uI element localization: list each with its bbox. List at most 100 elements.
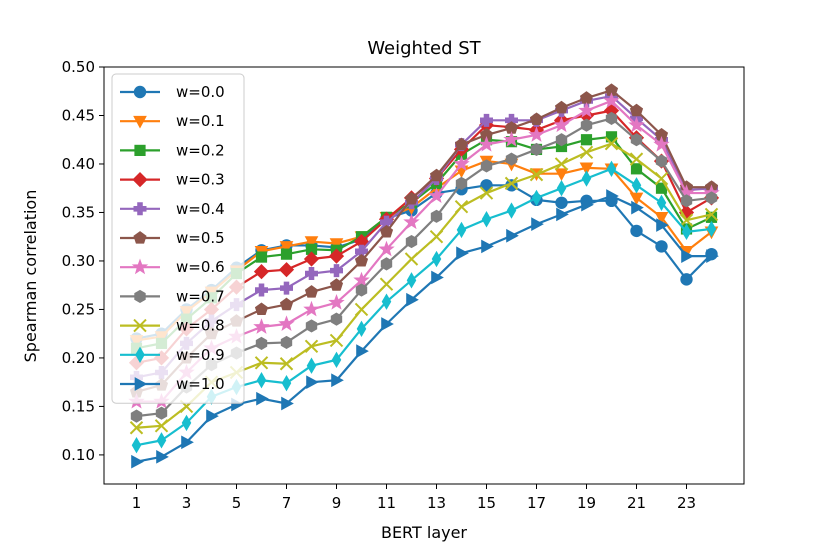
y-axis: 0.10 0.15 0.20 0.25 0.30 0.35 0.40 0.45 0.50 [62, 58, 104, 464]
data-point [403, 213, 420, 230]
data-point [579, 162, 594, 176]
legend-label: w=1.0 [176, 375, 225, 393]
data-point [330, 264, 343, 278]
data-point [630, 163, 643, 175]
data-point [329, 278, 344, 291]
legend-label: w=0.4 [176, 200, 225, 218]
x-tick-label: 19 [577, 494, 596, 512]
data-point [305, 267, 318, 281]
data-point [431, 250, 442, 268]
data-point [154, 419, 169, 433]
data-point [531, 217, 544, 231]
legend-item: w=0.6 [120, 258, 225, 276]
data-point [329, 333, 344, 348]
data-point [606, 189, 619, 203]
data-point [581, 197, 594, 212]
data-point [431, 270, 444, 285]
data-point [653, 135, 670, 152]
data-point [528, 126, 545, 142]
legend-label: w=0.3 [176, 171, 225, 189]
x-tick-label: 21 [627, 494, 646, 512]
data-point [406, 292, 419, 307]
data-point [603, 92, 620, 108]
legend-item: w=0.9 [120, 346, 225, 364]
x-tick-label: 15 [477, 494, 496, 512]
data-point [680, 273, 693, 286]
data-point [181, 414, 192, 432]
legend-item: w=0.7 [120, 287, 225, 305]
x-axis-title: BERT layer [381, 523, 467, 542]
y-tick-label: 0.10 [62, 446, 95, 464]
data-point [331, 351, 342, 369]
data-point [654, 171, 669, 186]
data-point [131, 454, 144, 469]
data-point [605, 111, 618, 125]
data-point [303, 251, 320, 267]
legend-item: w=0.2 [120, 141, 225, 159]
series-w=1.0 [131, 189, 719, 469]
data-point [329, 238, 344, 251]
data-point [303, 300, 320, 317]
data-point [133, 85, 147, 99]
data-point [134, 377, 148, 391]
data-point [453, 155, 470, 171]
series-w=0.6 [128, 92, 720, 409]
data-point [379, 224, 394, 238]
data-point [704, 207, 719, 222]
data-point [280, 335, 293, 349]
data-point [381, 317, 394, 331]
data-point [579, 145, 594, 160]
legend-label: w=0.7 [176, 287, 225, 305]
data-point [629, 103, 644, 117]
y-tick-label: 0.45 [62, 106, 95, 124]
data-point [355, 283, 368, 297]
data-point [505, 152, 518, 166]
data-point [430, 209, 443, 223]
x-tick-label: 23 [677, 494, 696, 512]
data-point [631, 200, 644, 215]
data-point [481, 211, 492, 228]
y-tick-label: 0.35 [62, 203, 95, 221]
data-point [256, 372, 267, 389]
data-point [130, 409, 143, 423]
data-point [706, 249, 719, 263]
legend-label: w=0.5 [176, 229, 225, 247]
y-axis-title: Spearman correlation [21, 190, 40, 363]
data-point [680, 194, 693, 208]
x-tick-label: 11 [377, 494, 396, 512]
legend-label: w=0.9 [176, 346, 225, 364]
data-point [631, 177, 642, 194]
y-tick-label: 0.20 [62, 349, 95, 367]
data-point [156, 432, 167, 449]
data-point [579, 91, 594, 104]
y-tick-label: 0.25 [62, 300, 95, 318]
x-tick-label: 1 [132, 494, 142, 512]
data-point [255, 283, 268, 297]
data-point [304, 339, 319, 354]
data-point [630, 133, 643, 147]
data-point [656, 218, 669, 232]
data-point [133, 202, 147, 216]
data-point [306, 357, 317, 374]
data-point [554, 157, 569, 171]
data-point [655, 154, 668, 168]
data-point [304, 236, 319, 249]
data-point [605, 131, 618, 143]
legend-item: w=0.0 [120, 83, 225, 101]
data-point [554, 168, 569, 182]
data-point [155, 406, 168, 420]
legend-item: w=0.8 [120, 317, 225, 335]
data-point [480, 179, 493, 192]
data-point [506, 228, 519, 243]
data-point [429, 168, 444, 182]
legend-label: w=0.1 [176, 112, 225, 130]
data-point [255, 336, 268, 350]
data-point [406, 272, 417, 289]
legend-label: w=0.2 [176, 141, 225, 159]
data-point [606, 160, 617, 178]
data-point [504, 176, 519, 191]
data-point [133, 318, 147, 333]
data-point [131, 258, 149, 275]
data-point [131, 437, 142, 454]
